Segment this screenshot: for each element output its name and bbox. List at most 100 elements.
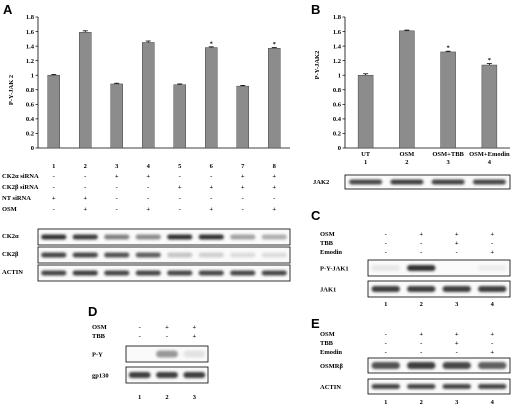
panel-a-cell: - — [179, 206, 181, 213]
panelE-cell: - — [420, 340, 422, 347]
panelC-blot-frame — [367, 259, 511, 277]
panelC-cell: + — [419, 231, 423, 238]
panelE-cell: - — [420, 349, 422, 356]
panel-a-cell: - — [116, 206, 118, 213]
panel-a-cell: - — [179, 195, 181, 202]
panel-a-blot-band — [104, 252, 130, 258]
panel-a-cell: - — [116, 184, 118, 191]
panelD-blot-band — [156, 350, 178, 358]
panelC-lane-number: 3 — [455, 301, 459, 308]
panelC-blot-band — [407, 286, 436, 292]
chart-a-ytick-label: 0 — [31, 145, 34, 152]
panelE-blot-band — [478, 362, 507, 369]
panel-a-cell: - — [147, 184, 149, 191]
chart-b-ytick-label: 1.2 — [333, 58, 341, 65]
panelC-blot-frame — [367, 280, 511, 298]
chart-b-category-name: OSM+Emodin — [469, 151, 510, 158]
panel-a-blot-band — [104, 270, 130, 276]
panel-label-c: C — [311, 208, 321, 223]
panel-a-blot-label: ACTIN — [2, 269, 23, 276]
panel-label-d: D — [88, 304, 97, 319]
chart-b-ytick-label: 1 — [338, 72, 341, 79]
panel-a-cell: - — [84, 184, 86, 191]
panel-a-cell: - — [242, 206, 244, 213]
panel-label-b: B — [311, 2, 320, 17]
panelE-blot-band — [442, 362, 471, 369]
chart-a-category-label: 5 — [178, 163, 182, 170]
chart-b-category-label: 3 — [447, 159, 451, 166]
chart-b-bar — [440, 51, 456, 149]
chart-b-category-label: 2 — [405, 159, 408, 166]
panelC-cell: + — [455, 240, 459, 247]
panel-a-cell: + — [52, 195, 56, 202]
panel-a-cell: - — [210, 173, 212, 180]
panel-a-blot-band — [167, 252, 193, 258]
panelD-cell: - — [166, 333, 168, 340]
panel-a-cell: + — [115, 173, 119, 180]
chart-a-category-label: 7 — [241, 163, 245, 170]
panel-a-blots: CK2α CK2β ACTIN — [2, 228, 291, 282]
chart-a-ytick-label: 0.4 — [26, 116, 35, 123]
panelD-blot-band — [183, 372, 206, 378]
panelD-lane-number: 1 — [138, 394, 141, 401]
chart-b-category-name: UT — [361, 151, 371, 158]
panelC-blot-band — [371, 265, 400, 271]
panel-a-blot-band — [261, 252, 287, 258]
panel-a-blot-band — [198, 234, 224, 240]
chart-a-bar — [110, 83, 123, 149]
panelE-lane-number: 4 — [491, 399, 495, 406]
panel-a-cell: - — [53, 173, 55, 180]
panelE-lane-number: 2 — [420, 399, 423, 406]
panel-a-row-label: OSM — [2, 206, 17, 213]
panelD-blot-label: P-Y — [92, 352, 103, 359]
panel-a-blot-band — [261, 270, 287, 276]
chart-a-ylabel: P-Y-JAK 2 — [8, 75, 15, 105]
panel-a-row-label: CK2β siRNA — [2, 184, 39, 191]
panel-a-blot-band — [72, 252, 98, 258]
panel-a-cell: + — [272, 206, 276, 213]
panelC-cell: - — [420, 249, 422, 256]
panel-a-blot-band — [167, 270, 193, 276]
panelE-blot-band — [442, 384, 471, 389]
chart-b-significance: * — [488, 57, 491, 64]
panelE-cell: + — [490, 349, 494, 356]
panelD-lane-number: 2 — [165, 394, 168, 401]
panel-a-cell: - — [84, 173, 86, 180]
panel-a-blot-band — [230, 234, 256, 240]
panelD-cell: + — [165, 324, 169, 331]
panel-b-blot-band — [390, 179, 424, 185]
panel-a-blot-band — [135, 252, 161, 258]
panelE-cell: - — [385, 331, 387, 338]
panel-a-blot-frame — [37, 228, 291, 246]
panelE-lane-number: 3 — [455, 399, 459, 406]
chart-a-ytick-label: 0.8 — [26, 87, 35, 94]
panelE-blot-label: OSMRβ — [320, 363, 344, 370]
panel-a-blot-band — [230, 252, 256, 258]
panel-a-cell: - — [210, 195, 212, 202]
panelC-cell: - — [385, 231, 387, 238]
panelE-cell: + — [455, 331, 459, 338]
panel-b-blot-band — [349, 179, 383, 185]
panel-a-cell: + — [178, 184, 182, 191]
panel-a-cell: + — [209, 184, 213, 191]
chart-a-ytick-label: 1 — [31, 72, 34, 79]
panelE-blot-frame — [367, 357, 511, 374]
panel-a-cell: + — [83, 206, 87, 213]
panel-a-blot-frame — [37, 264, 291, 282]
panelE-blot-band — [407, 362, 436, 369]
panel-a-blot-band — [261, 234, 287, 240]
chart-a-ytick-label: 1.8 — [26, 14, 35, 21]
panel-a-cell: + — [272, 173, 276, 180]
chart-b-ytick-label: 0.2 — [333, 131, 341, 138]
chart-b-category-name: OSM — [399, 151, 414, 158]
panelD-blot-label: gp130 — [92, 373, 109, 380]
panelD-cell: - — [139, 333, 141, 340]
panel-e: OSM - + + + TBB - - + - Emodin - - - + OSMRβ ACTIN 1 2 3 4 — [320, 331, 511, 406]
panel-a-blot-band — [198, 252, 224, 258]
panelC-row-label: TBB — [320, 240, 334, 247]
chart-b-ytick-label: 0.6 — [333, 102, 342, 109]
panel-a-cell: - — [242, 195, 244, 202]
panelC-lane-number: 2 — [420, 301, 423, 308]
panelC-cell: + — [490, 249, 494, 256]
chart-a-bar — [173, 84, 186, 149]
